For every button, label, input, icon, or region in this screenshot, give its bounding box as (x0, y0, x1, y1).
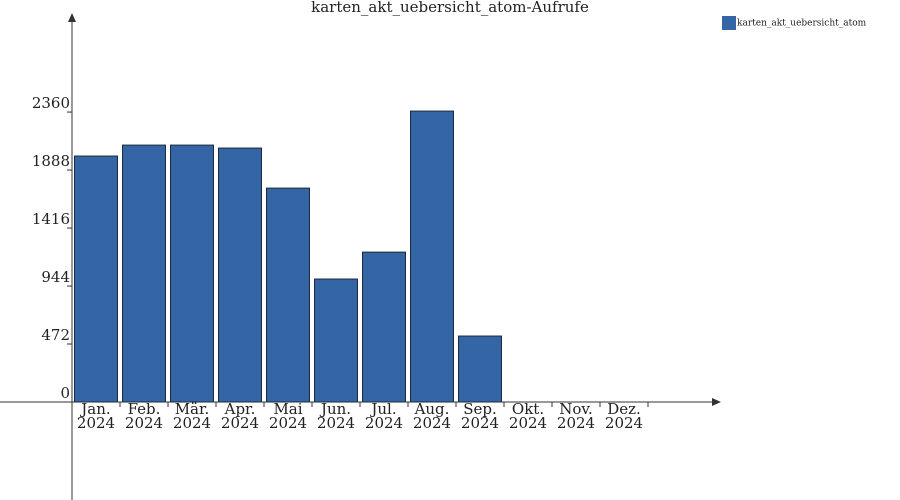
x-tick-label: Mär. 2024 (173, 400, 211, 432)
x-tick-label: Jun. 2024 (317, 400, 355, 432)
bar (122, 144, 166, 403)
legend-label: karten_akt_uebersicht_atom (737, 19, 867, 29)
y-tick-label: 944 (41, 268, 70, 286)
bar (458, 335, 502, 403)
bar (362, 251, 406, 403)
x-tick-label: Dez. 2024 (605, 400, 643, 432)
x-tick-label: Jul. 2024 (365, 400, 403, 432)
legend-swatch (722, 16, 736, 30)
y-tick-label: 2360 (32, 94, 70, 112)
bar (218, 147, 262, 403)
bar (314, 278, 358, 403)
bar (74, 155, 118, 403)
y-tick-label: 1416 (32, 210, 70, 228)
chart-title: karten_akt_uebersicht_atom-Aufrufe (311, 0, 589, 16)
x-tick-label: Jan. 2024 (77, 400, 115, 432)
bar (170, 144, 214, 403)
x-tick-label: Mai 2024 (269, 400, 307, 432)
y-tick-label: 472 (41, 326, 70, 344)
x-tick-label: Feb. 2024 (125, 400, 163, 432)
bar (266, 187, 310, 403)
x-tick-label: Nov. 2024 (557, 400, 595, 432)
x-tick-label: Okt. 2024 (509, 400, 547, 432)
x-tick-label: Apr. 2024 (221, 400, 259, 432)
bar (410, 110, 454, 403)
x-tick-label: Sep. 2024 (461, 400, 499, 432)
y-axis-arrow (68, 13, 76, 22)
x-tick-label: Aug. 2024 (413, 400, 451, 432)
y-tick-label: 1888 (32, 152, 70, 170)
x-axis-arrow (712, 398, 721, 406)
y-tick-label: 0 (60, 384, 70, 402)
